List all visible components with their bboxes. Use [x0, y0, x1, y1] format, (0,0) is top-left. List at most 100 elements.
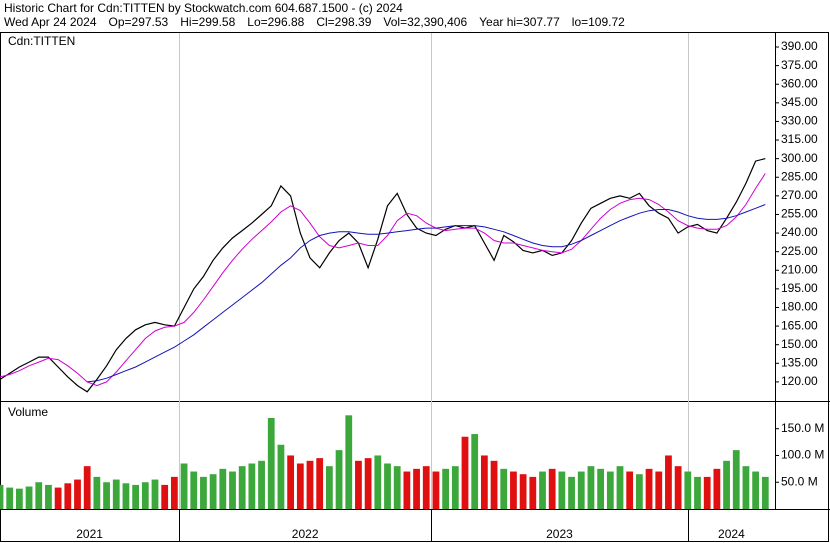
volume-bar — [519, 474, 527, 509]
x-tick-label: 2021 — [76, 527, 103, 541]
volume-bar — [674, 466, 682, 509]
y-tick-label: 100.0 M — [781, 448, 824, 462]
volume-bar — [325, 466, 333, 509]
volume-bar — [54, 487, 62, 509]
volume-bar — [15, 488, 23, 509]
price-line — [0, 158, 766, 393]
volume-bar — [742, 466, 750, 509]
volume-bar — [500, 468, 508, 509]
volume-bar — [451, 466, 459, 509]
quote-item: Cl=298.39 — [316, 15, 371, 29]
quote-item: Lo=296.88 — [247, 15, 304, 29]
volume-bar — [645, 468, 653, 509]
volume-bar — [35, 482, 43, 509]
volume-bar — [616, 466, 624, 509]
volume-bar — [170, 476, 178, 509]
volume-bar — [413, 468, 420, 509]
quote-item: Op=297.53 — [109, 15, 169, 29]
volume-bar — [703, 476, 711, 509]
volume-bar — [510, 471, 517, 509]
volume-bar — [403, 471, 411, 509]
volume-bar — [209, 474, 217, 509]
quote-item: Wed Apr 24 2024 — [4, 15, 97, 29]
volume-bar — [316, 458, 324, 509]
volume-bar — [190, 471, 198, 509]
volume-bar — [64, 483, 72, 509]
volume-bar — [461, 436, 469, 509]
volume-bar — [384, 463, 391, 509]
volume-bar — [151, 479, 159, 509]
volume-bar — [200, 476, 207, 509]
volume-bar — [25, 486, 33, 509]
volume-bar — [180, 463, 188, 509]
y-tick-label: 285.00 — [781, 169, 818, 183]
volume-bar — [277, 444, 285, 509]
volume-bar — [296, 463, 304, 509]
volume-bar — [606, 471, 614, 509]
y-tick-label: 300.00 — [781, 151, 818, 165]
volume-bar — [558, 471, 566, 509]
volume-bar — [539, 471, 546, 509]
volume-bar — [287, 455, 295, 509]
volume-bar — [723, 460, 730, 509]
volume-bar — [335, 450, 343, 509]
volume-bar — [422, 466, 430, 509]
volume-bar — [83, 466, 91, 509]
volume-bar — [490, 460, 498, 509]
volume-bar — [248, 463, 256, 509]
y-tick-label: 240.00 — [781, 225, 818, 239]
y-tick-label: 135.00 — [781, 355, 818, 369]
volume-bar — [761, 476, 769, 509]
volume-bar — [141, 482, 149, 509]
volume-bar — [258, 460, 265, 509]
volume-bar — [45, 484, 52, 509]
quote-item: lo=109.72 — [572, 15, 625, 29]
volume-bar — [161, 484, 169, 509]
volume-bar — [732, 450, 740, 509]
volume-bar — [694, 476, 701, 509]
price-line — [0, 173, 766, 387]
y-tick-label: 180.00 — [781, 300, 818, 314]
volume-bar — [103, 482, 110, 509]
volume-bar — [6, 487, 14, 509]
volume-bar — [480, 455, 488, 509]
volume-bar — [364, 458, 372, 509]
volume-bar — [229, 471, 236, 509]
volume-bar — [93, 476, 101, 509]
volume-bar — [374, 455, 382, 509]
y-tick-label: 50.0 M — [781, 474, 818, 488]
quote-item: Year hi=307.77 — [479, 15, 560, 29]
volume-bar — [0, 484, 4, 509]
volume-bar — [345, 415, 353, 509]
y-tick-label: 345.00 — [781, 95, 818, 109]
volume-bar — [122, 483, 130, 509]
volume-bar — [577, 471, 585, 509]
volume-bar — [655, 471, 663, 509]
volume-bar — [238, 466, 246, 509]
quote-item: Hi=299.58 — [180, 15, 235, 29]
volume-bar — [355, 460, 362, 509]
y-tick-label: 330.00 — [781, 114, 818, 128]
volume-bar — [306, 460, 314, 509]
price-line — [87, 204, 766, 383]
y-tick-label: 120.00 — [781, 374, 818, 388]
volume-bar — [393, 466, 401, 509]
x-tick-label: 2024 — [718, 527, 745, 541]
volume-bar — [432, 471, 440, 509]
volume-bar — [635, 474, 643, 509]
volume-bar — [597, 468, 605, 509]
volume-bar — [626, 471, 634, 509]
volume-bar — [74, 479, 81, 509]
volume-bar — [713, 468, 721, 509]
volume-bar — [684, 471, 692, 509]
chart-title: Historic Chart for Cdn:TITTEN by Stockwa… — [4, 1, 403, 15]
volume-bar — [132, 484, 140, 509]
y-tick-label: 150.0 M — [781, 421, 824, 435]
panel-label: Volume — [8, 405, 48, 419]
y-tick-label: 315.00 — [781, 132, 818, 146]
panel-label: Cdn:TITTEN — [8, 34, 75, 48]
y-tick-label: 225.00 — [781, 244, 818, 258]
y-tick-label: 390.00 — [781, 39, 818, 53]
volume-bar — [442, 468, 450, 509]
